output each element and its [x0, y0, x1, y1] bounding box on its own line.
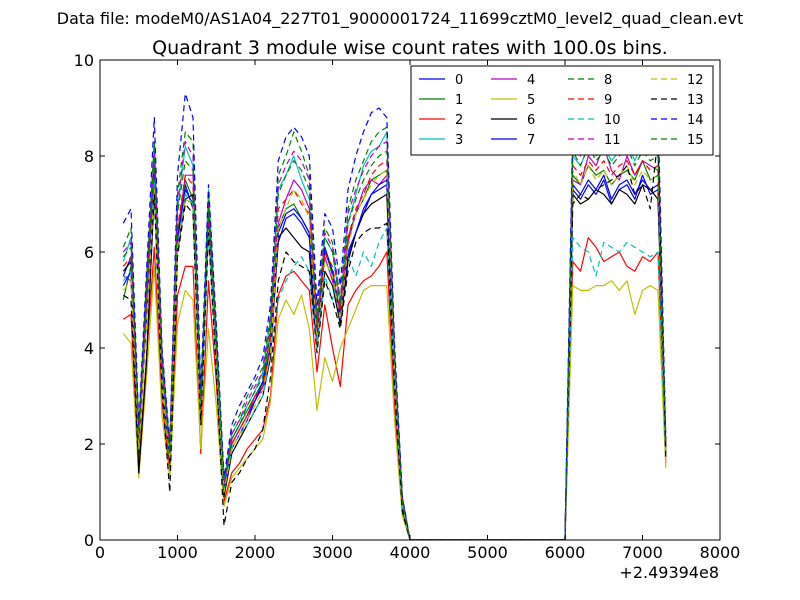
series-line-12	[122, 165, 667, 540]
data-file-label: Data file: modeM0/AS1A04_227T01_90000017…	[57, 9, 743, 29]
legend-label: 7	[527, 133, 535, 148]
series-line-15	[122, 145, 667, 540]
series-line-2	[122, 237, 667, 540]
x-tick-label: 4000	[390, 543, 431, 562]
legend-label: 2	[455, 113, 463, 128]
legend-label: 12	[687, 73, 704, 88]
legend-label: 11	[604, 133, 621, 148]
legend-box	[410, 65, 714, 156]
legend-label: 5	[527, 93, 535, 108]
legend-label: 8	[604, 73, 612, 88]
y-tick-label: 2	[84, 435, 94, 454]
legend-label: 4	[527, 73, 535, 88]
series-line-10	[122, 179, 667, 540]
x-offset-label: +2.49394e8	[619, 563, 719, 582]
y-tick-label: 4	[84, 339, 94, 358]
legend-label: 15	[687, 133, 704, 148]
legend-label: 13	[687, 93, 704, 108]
series-layer	[122, 92, 667, 540]
legend-label: 14	[687, 113, 704, 128]
series-line-9	[122, 160, 667, 540]
legend-label: 0	[455, 73, 463, 88]
series-line-7	[122, 169, 667, 540]
legend-label: 6	[527, 113, 535, 128]
x-tick-label: 5000	[467, 543, 508, 562]
legend-label: 3	[455, 133, 463, 148]
chart-title: Quadrant 3 module wise count rates with …	[152, 37, 668, 59]
legend-label: 10	[604, 113, 621, 128]
x-tick-label: 2000	[235, 543, 276, 562]
x-tick-label: 6000	[545, 543, 586, 562]
y-tick-label: 10	[74, 51, 94, 70]
legend-label: 9	[604, 93, 612, 108]
series-line-6	[122, 184, 667, 540]
x-tick-label: 7000	[622, 543, 663, 562]
y-tick-label: 0	[84, 531, 94, 550]
x-tick-label: 1000	[157, 543, 198, 562]
series-line-13	[122, 136, 667, 540]
x-tick-label: 3000	[312, 543, 353, 562]
y-tick-label: 6	[84, 243, 94, 262]
y-tick-label: 8	[84, 147, 94, 166]
x-tick-label: 8000	[700, 543, 741, 562]
series-line-5	[122, 265, 667, 540]
legend-label: 1	[455, 93, 463, 108]
x-tick-label: 0	[95, 543, 105, 562]
